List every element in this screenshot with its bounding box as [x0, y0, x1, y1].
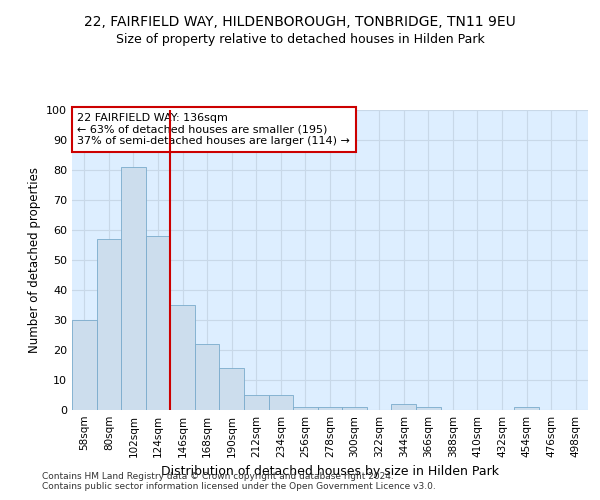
Bar	[318, 407, 342, 410]
Y-axis label: Number of detached properties: Number of detached properties	[28, 167, 41, 353]
Bar	[514, 407, 539, 410]
Bar	[391, 404, 416, 410]
Bar	[195, 344, 220, 410]
Bar	[342, 407, 367, 410]
X-axis label: Distribution of detached houses by size in Hilden Park: Distribution of detached houses by size …	[161, 466, 499, 478]
Bar	[170, 305, 195, 410]
Text: Contains HM Land Registry data © Crown copyright and database right 2024.: Contains HM Land Registry data © Crown c…	[42, 472, 394, 481]
Text: 22, FAIRFIELD WAY, HILDENBOROUGH, TONBRIDGE, TN11 9EU: 22, FAIRFIELD WAY, HILDENBOROUGH, TONBRI…	[84, 15, 516, 29]
Text: Size of property relative to detached houses in Hilden Park: Size of property relative to detached ho…	[116, 32, 484, 46]
Bar	[269, 395, 293, 410]
Bar	[72, 320, 97, 410]
Bar	[121, 167, 146, 410]
Bar	[97, 239, 121, 410]
Bar	[293, 407, 318, 410]
Text: 22 FAIRFIELD WAY: 136sqm
← 63% of detached houses are smaller (195)
37% of semi-: 22 FAIRFIELD WAY: 136sqm ← 63% of detach…	[77, 113, 350, 146]
Text: Contains public sector information licensed under the Open Government Licence v3: Contains public sector information licen…	[42, 482, 436, 491]
Bar	[244, 395, 269, 410]
Bar	[416, 407, 440, 410]
Bar	[220, 368, 244, 410]
Bar	[146, 236, 170, 410]
